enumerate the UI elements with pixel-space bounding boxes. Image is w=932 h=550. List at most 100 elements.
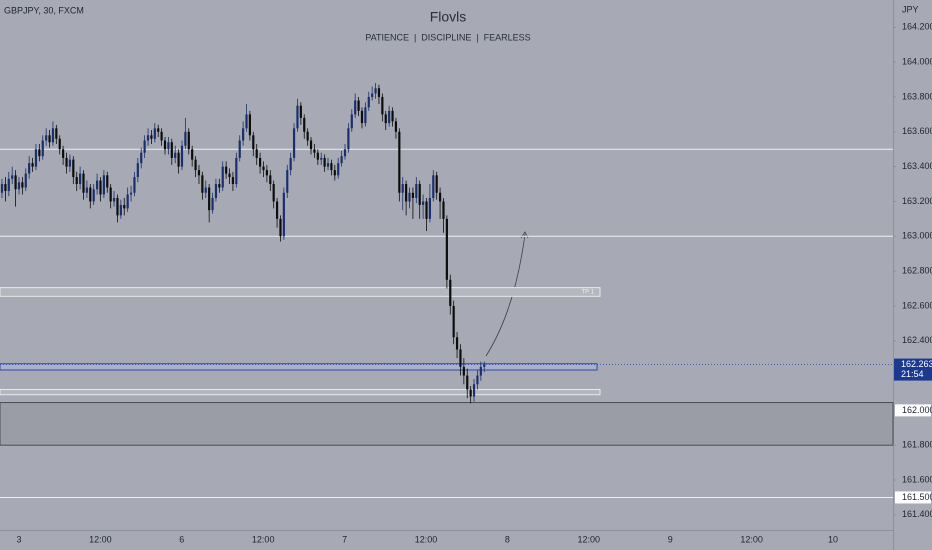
candle-body [330, 163, 333, 171]
candle-body [248, 114, 252, 136]
chart-subtitle: PATIENCE | DISCIPLINE | FEARLESS [365, 32, 530, 42]
candle-body [262, 166, 265, 171]
x-tick-label: 12:00 [252, 534, 275, 544]
candle-body [367, 96, 370, 108]
candle-body [479, 366, 482, 376]
candle-body [89, 187, 92, 202]
y-tick-label: 161.600 [902, 474, 932, 484]
candle-body [306, 131, 309, 141]
candle-body [320, 157, 323, 160]
candle-body [354, 100, 357, 115]
candle-body [398, 131, 401, 193]
zone-label: TP 1 [581, 290, 594, 296]
candle-body [472, 384, 476, 397]
candle-body [109, 187, 112, 202]
candle-body [150, 135, 153, 139]
candle-body [85, 187, 88, 193]
candle-body [309, 140, 313, 150]
candle-body [289, 157, 292, 171]
x-tick-label: 12:00 [578, 534, 601, 544]
x-tick-label: 9 [668, 534, 673, 544]
candle-body [303, 117, 306, 132]
candle-body [238, 140, 241, 158]
candle-body [269, 175, 272, 185]
candle-body [292, 128, 296, 158]
candle-body [180, 145, 184, 167]
candle-body [7, 178, 10, 192]
x-tick-label: 3 [16, 534, 21, 544]
candle-body [323, 157, 326, 167]
candle-body [11, 175, 14, 179]
candle-body [187, 131, 190, 150]
zone [0, 402, 894, 446]
y-tick-label: 163.600 [902, 126, 932, 136]
current-price-box [894, 358, 932, 381]
candle-body [204, 187, 207, 193]
candle-body [75, 177, 78, 185]
candle-body [116, 197, 119, 216]
candle-body [350, 114, 353, 129]
candle-body [41, 140, 44, 157]
candle-body [282, 192, 285, 237]
candle-body [95, 180, 99, 190]
y-tick-label: 161.800 [902, 440, 932, 450]
candle-body [428, 197, 431, 219]
candle-body [296, 105, 299, 129]
x-tick-label: 6 [179, 534, 184, 544]
candle-body [235, 157, 238, 185]
zone [0, 287, 601, 297]
candle-body [279, 218, 282, 237]
candle-body [432, 175, 435, 198]
candle-body [374, 88, 377, 94]
candle-body [364, 107, 367, 124]
candle-body [177, 152, 180, 167]
price-label: 162.000 [902, 405, 932, 415]
candle-body [194, 159, 197, 171]
x-tick-label: 10 [828, 534, 838, 544]
candle-body [452, 305, 455, 338]
candle-body [72, 159, 75, 178]
candle-body [58, 138, 61, 150]
candle-body [258, 157, 262, 167]
x-tick-label: 7 [342, 534, 347, 544]
candle-body [425, 201, 428, 219]
x-tick-label: 12:00 [415, 534, 438, 544]
candle-body [442, 201, 445, 219]
candle-body [418, 184, 421, 205]
candle-body [45, 135, 48, 141]
candle-body [388, 110, 391, 124]
candle-body [0, 184, 4, 193]
candle-body [99, 180, 102, 195]
y-tick-label: 163.200 [902, 196, 932, 206]
candle-body [14, 175, 17, 190]
candle-body [214, 184, 218, 198]
candle-body [126, 194, 129, 209]
candle-body [123, 204, 126, 209]
price-label-box [895, 404, 931, 417]
candle-body [4, 184, 7, 192]
candle-body [157, 128, 160, 132]
candle-body [62, 149, 65, 158]
candle-body [445, 218, 448, 280]
candle-body [422, 201, 425, 205]
candle-body [31, 163, 34, 167]
candle-body [326, 163, 330, 167]
candle-body [208, 187, 211, 211]
candle-body [51, 128, 55, 143]
candle-body [469, 389, 472, 397]
candle-body [435, 175, 438, 193]
x-tick-label: 12:00 [740, 534, 763, 544]
candle-body [102, 175, 105, 195]
candle-body [191, 149, 194, 160]
candle-body [119, 204, 122, 216]
candle-body [197, 170, 201, 176]
candle-body [466, 375, 469, 390]
candle-body [170, 142, 173, 158]
candle-body [184, 131, 187, 146]
candle-body [231, 177, 235, 185]
y-tick-label: 164.200 [902, 22, 932, 32]
candle-body [143, 140, 146, 153]
y-tick-label: 161.400 [902, 509, 932, 519]
candle-body [106, 175, 109, 188]
